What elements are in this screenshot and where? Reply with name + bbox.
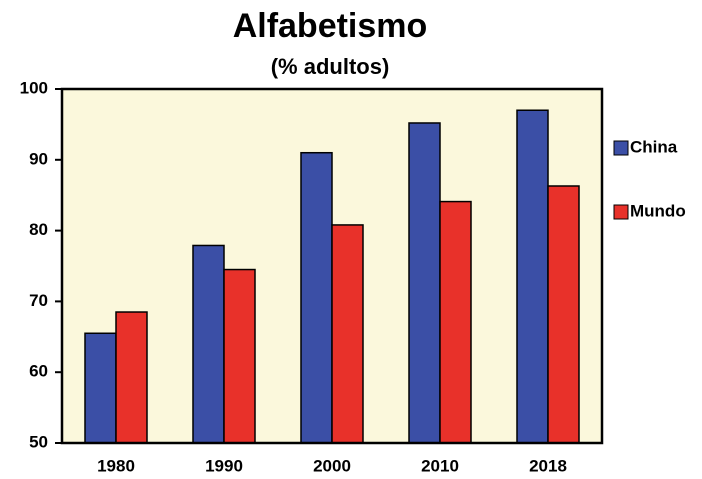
y-tick-label: 60 [29,362,48,381]
bar [223,268,256,444]
x-tick-label: 2000 [313,456,351,475]
chart-title: Alfabetismo [233,7,428,45]
bar [300,151,333,444]
bar [192,244,225,444]
legend-swatch [613,204,629,220]
x-tick-label: 2018 [529,456,567,475]
bar [115,311,148,444]
legend-swatch [613,140,629,156]
bar [84,332,117,444]
bar [331,224,364,444]
x-tick-label: 2010 [421,456,459,475]
y-tick-label: 80 [29,220,48,239]
y-tick-label: 70 [29,291,48,310]
y-tick-label: 50 [29,432,48,451]
x-tick-label: 1980 [97,456,135,475]
x-tick-label: 1990 [205,456,243,475]
legend-label: Mundo [630,201,686,220]
plot-border [60,87,604,445]
y-tick-label: 90 [29,149,48,168]
bar [408,122,441,444]
bar [439,200,472,444]
bar [547,185,580,444]
bar [516,109,549,444]
chart-subtitle: (% adultos) [271,54,390,79]
y-tick-label: 100 [20,78,48,97]
legend-label: China [630,137,678,156]
